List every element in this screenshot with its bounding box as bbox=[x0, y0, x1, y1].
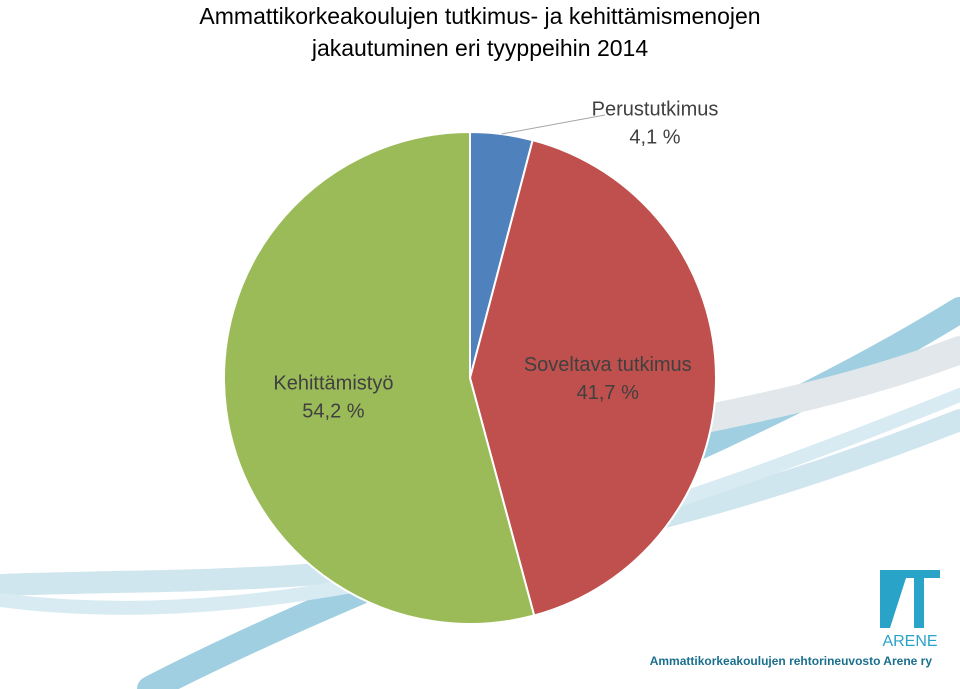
pie-slice bbox=[223, 130, 536, 625]
chart-title: Ammattikorkeakoulujen tutkimus- ja kehit… bbox=[199, 3, 761, 61]
logo-mark bbox=[880, 570, 940, 628]
logo: ARENE Ammattikorkeakoulujen rehtorineuvo… bbox=[650, 570, 940, 668]
logo-name: ARENE bbox=[882, 633, 937, 650]
value-label: 54,2 % bbox=[302, 400, 364, 422]
slice-label: Soveltava tutkimus bbox=[524, 354, 692, 376]
pie: Perustutkimus 4,1 % Soveltava tutkimus 41,7… bbox=[223, 98, 719, 625]
value-label: 41,7 % bbox=[577, 382, 639, 404]
wave bbox=[686, 336, 960, 434]
leader-line bbox=[501, 114, 606, 135]
slice-label: Kehittämistyö bbox=[273, 372, 393, 394]
value-label: 4,1 % bbox=[629, 126, 680, 148]
slice-label: Perustutkimus bbox=[592, 98, 719, 120]
pie-slice bbox=[468, 138, 717, 617]
logo-caption: Ammattikorkeakoulujen rehtorineuvosto Ar… bbox=[650, 654, 933, 668]
